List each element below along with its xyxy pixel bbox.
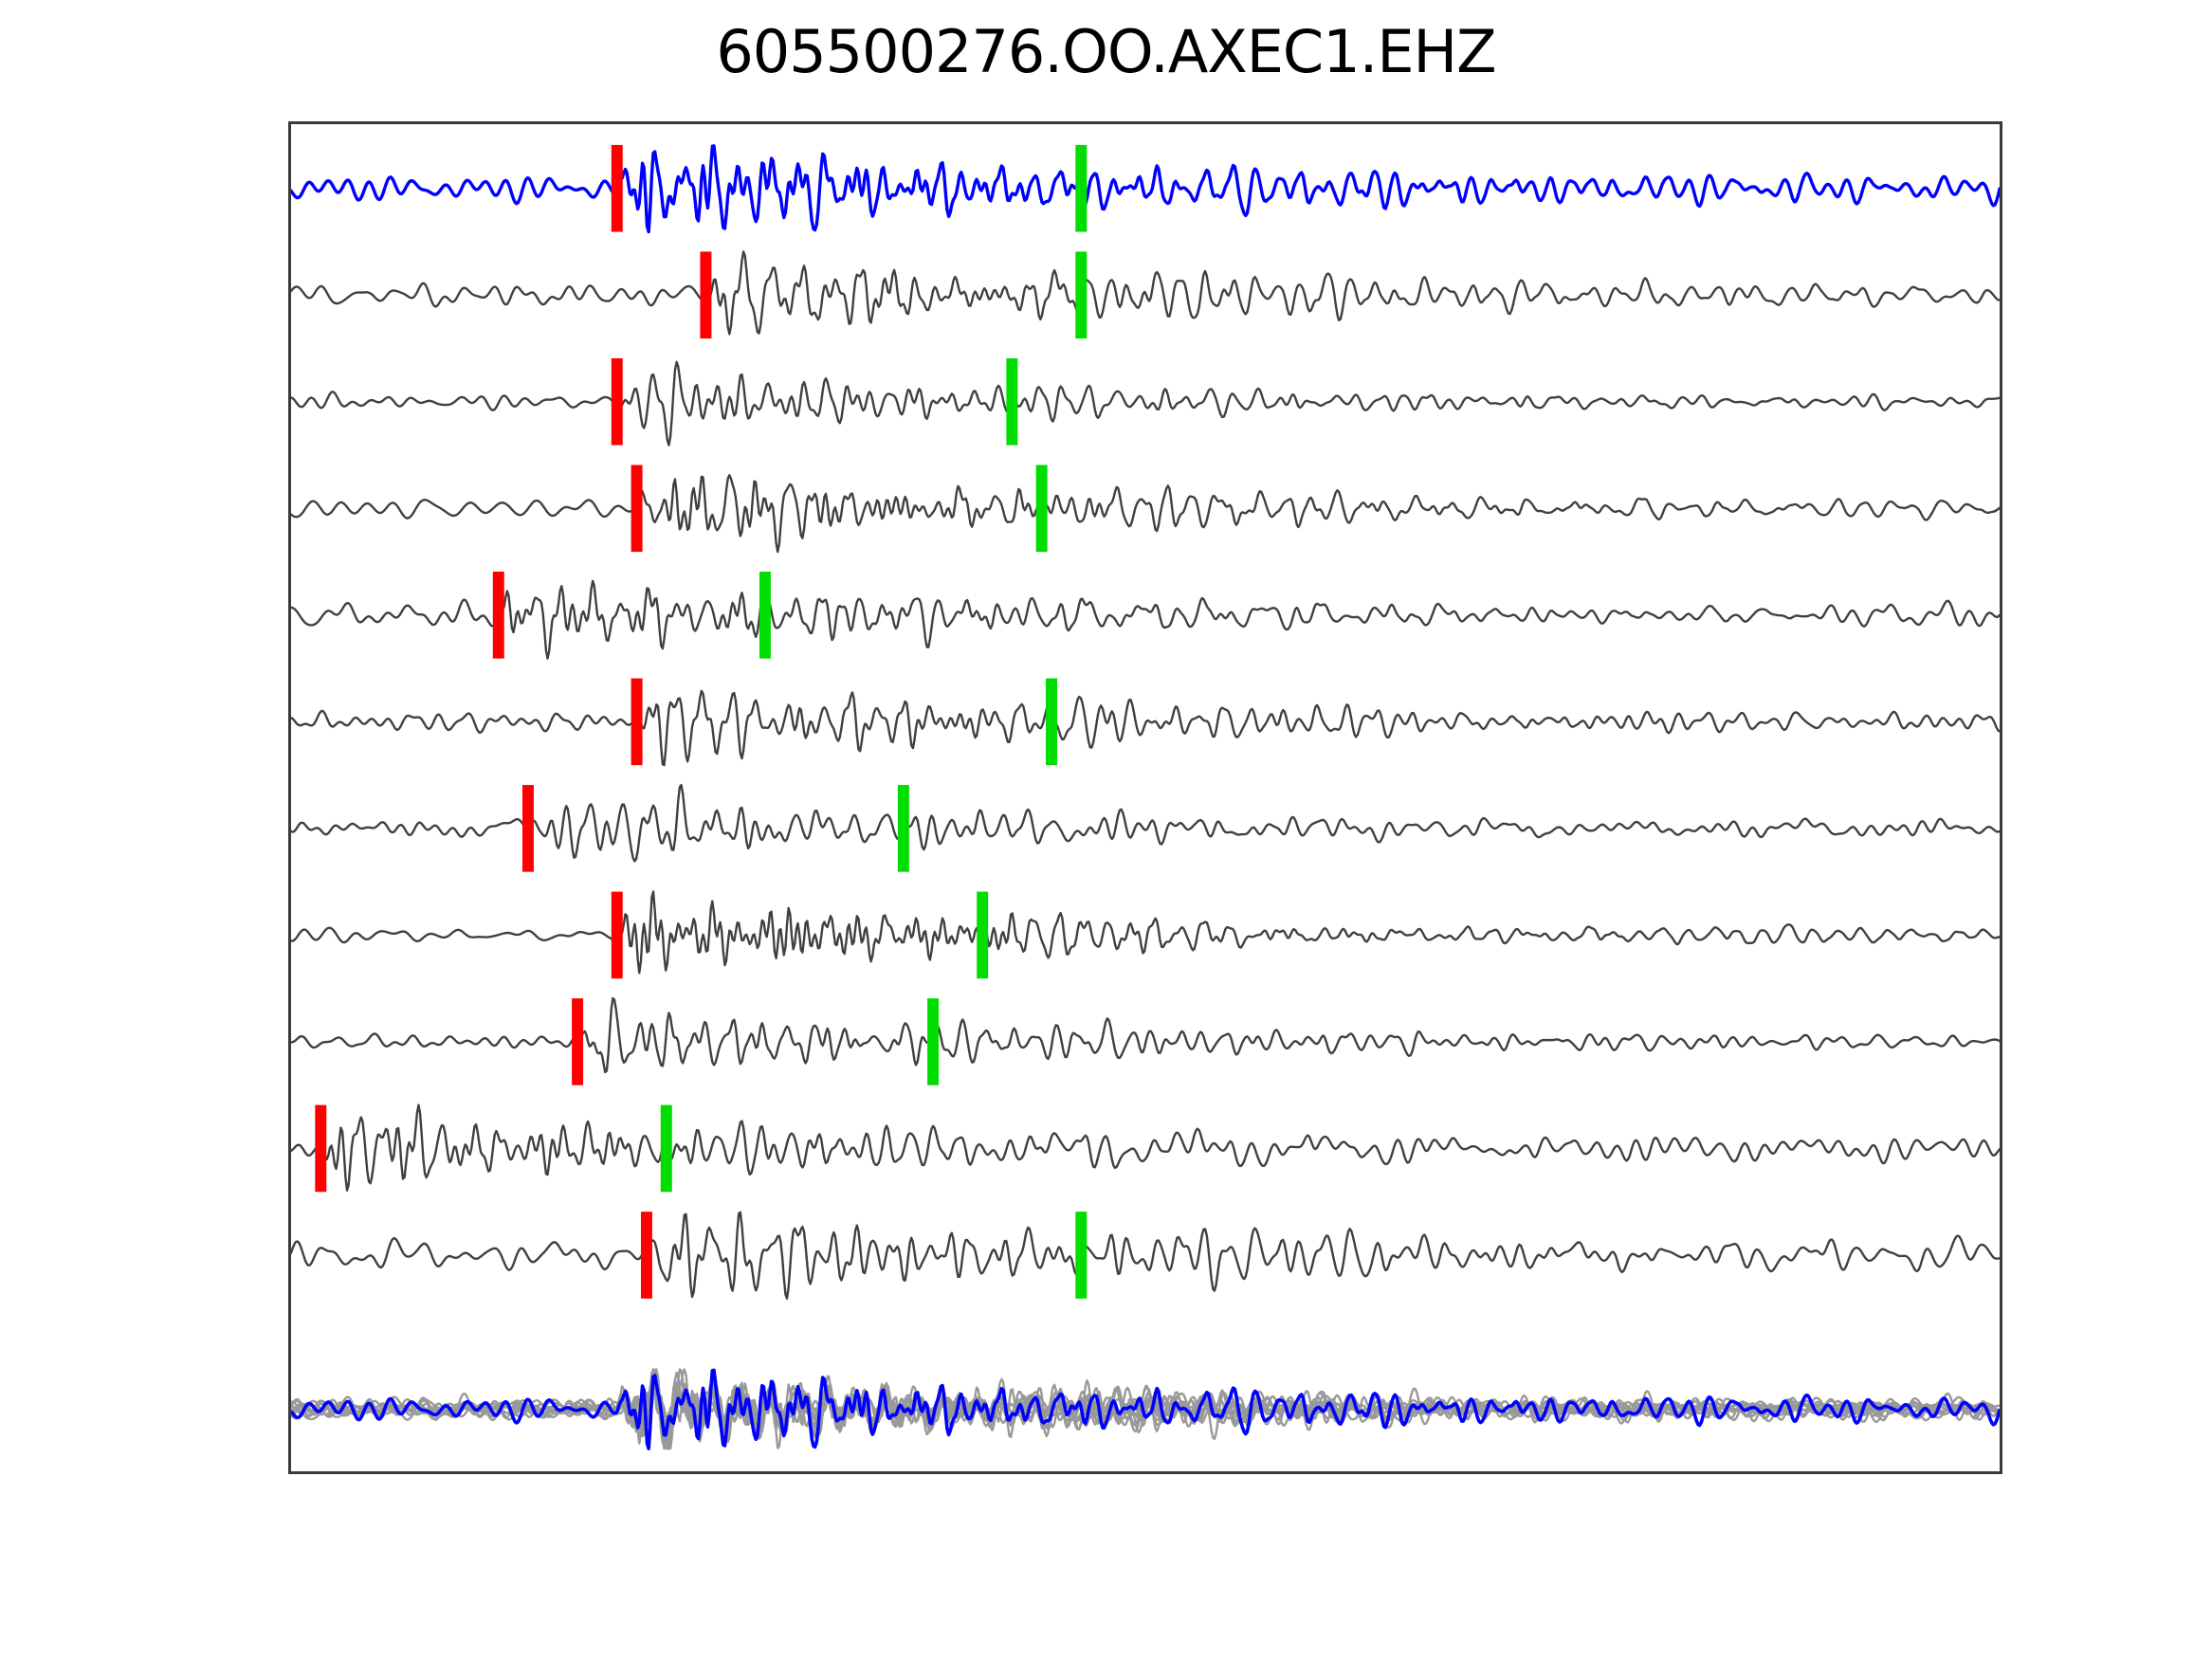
- trace-row: [291, 465, 2000, 554]
- page-title: 605500276.OO.AXEC1.EHZ: [716, 17, 1496, 86]
- detection-waveform: [291, 890, 2000, 975]
- stack-overlay-panel: [291, 1368, 2000, 1450]
- detection-waveform: [291, 996, 2000, 1074]
- detection-waveform: [291, 689, 2000, 767]
- plot-axes: [288, 121, 2002, 1474]
- p-pick-marker: [700, 251, 712, 339]
- stacked-detection-waveform: [291, 1368, 2000, 1445]
- detection-waveform: [291, 360, 2000, 447]
- trace-row: [291, 996, 2000, 1085]
- trace-row: [291, 357, 2000, 447]
- detection-waveform: [291, 1103, 2000, 1192]
- detection-waveform: [291, 250, 2000, 336]
- s-pick-marker: [1006, 357, 1018, 446]
- s-pick-marker: [759, 572, 771, 659]
- p-pick-marker: [611, 357, 623, 446]
- p-pick-marker: [611, 144, 623, 232]
- trace-row: [291, 1103, 2000, 1193]
- detection-waveform: [291, 474, 2000, 554]
- template-waveform: [291, 144, 2000, 234]
- waveform-canvas: [291, 144, 2000, 1450]
- s-pick-marker: [1035, 465, 1048, 553]
- s-pick-marker: [897, 785, 909, 872]
- detection-waveform: [291, 579, 2000, 660]
- p-pick-marker: [631, 678, 643, 766]
- trace-row: [291, 1211, 2000, 1300]
- stacked-template-waveform: [291, 1368, 2000, 1450]
- p-pick-marker: [611, 891, 623, 979]
- trace-row: [291, 678, 2000, 767]
- s-pick-marker: [1046, 678, 1058, 766]
- s-pick-marker: [1075, 144, 1088, 232]
- trace-row: [291, 572, 2000, 660]
- p-pick-marker: [521, 785, 534, 872]
- detection-waveform: [291, 783, 2000, 863]
- s-pick-marker: [1075, 251, 1088, 339]
- p-pick-marker: [572, 998, 584, 1085]
- s-pick-marker: [1075, 1212, 1088, 1299]
- x-axis-tick-labels: [288, 1484, 2002, 1569]
- s-pick-marker: [660, 1104, 672, 1193]
- p-pick-marker: [315, 1104, 327, 1193]
- s-pick-marker: [927, 998, 940, 1085]
- trace-row: [291, 250, 2000, 339]
- stacked-detection-waveform: [291, 1377, 2000, 1450]
- s-pick-marker: [977, 891, 989, 979]
- trace-row: [291, 144, 2000, 234]
- trace-row: [291, 783, 2000, 872]
- detection-waveform: [291, 1211, 2000, 1300]
- p-pick-marker: [492, 572, 504, 659]
- trace-row: [291, 890, 2000, 979]
- p-pick-marker: [631, 465, 643, 553]
- p-pick-marker: [640, 1212, 652, 1299]
